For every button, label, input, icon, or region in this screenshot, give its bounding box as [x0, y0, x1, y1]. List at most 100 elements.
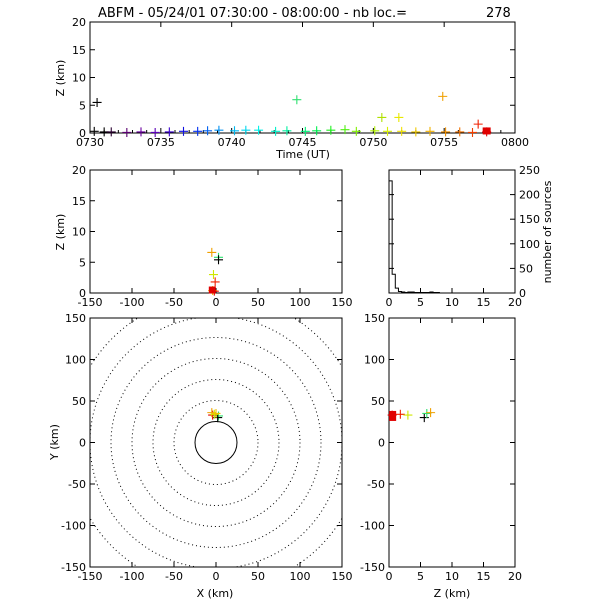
x-tick-label: 0735	[147, 136, 175, 149]
y-tick-label: -150	[61, 561, 86, 574]
x-tick-label: 0	[386, 570, 393, 583]
source-marker	[203, 126, 213, 136]
source-marker	[136, 127, 146, 137]
source-marker	[411, 127, 421, 137]
x-tick-label: 0755	[430, 136, 458, 149]
y-tick-label: 200	[519, 189, 540, 202]
x-tick-label: 5	[417, 570, 424, 583]
source-marker	[395, 409, 405, 419]
y-tick-label: 150	[65, 312, 86, 325]
x-tick-label: 15	[477, 296, 491, 309]
source-marker	[254, 125, 264, 135]
source-marker	[441, 127, 451, 137]
histogram-line	[388, 180, 515, 294]
source-marker	[425, 126, 435, 136]
source-marker	[214, 125, 224, 135]
x-tick-label: -150	[78, 296, 103, 309]
source-marker	[282, 126, 292, 136]
source-marker	[193, 126, 203, 136]
plot-frame	[89, 21, 516, 134]
source-marker	[214, 255, 224, 265]
x-z-panel: 0 5 10 15 20 -150 -100 -50 0 50 100 150 Z (km)	[54, 164, 353, 309]
source-marker	[207, 247, 217, 257]
source-marker	[164, 127, 174, 137]
source-marker	[397, 126, 407, 136]
x-tick-label: 0800	[501, 136, 529, 149]
y-tick-label: 0	[378, 437, 385, 450]
y-tick-label: 0	[519, 287, 526, 300]
range-ring	[90, 318, 342, 567]
x-tick-label: 0745	[289, 136, 317, 149]
histogram-panel: 0 50 100 150 200 250 0 5 10 15 20 number of sources	[386, 164, 555, 309]
y-tick-label: -50	[68, 478, 86, 491]
x-tick-label: -100	[120, 296, 145, 309]
x-tick-label: 50	[251, 296, 265, 309]
source-marker	[210, 277, 220, 287]
y-tick-label: 5	[79, 99, 86, 112]
x-axis-title: Z (km)	[434, 587, 471, 600]
time-z-panel: 0 5 10 15 20 0730 0735 0740 0745 0750 0755 0800 Time…	[54, 16, 529, 161]
source-marker	[340, 125, 350, 135]
source-marker	[150, 127, 160, 137]
x-tick-label: 50	[251, 570, 265, 583]
source-marker	[241, 125, 251, 135]
source-marker	[292, 95, 302, 105]
x-tick-label: 150	[332, 570, 353, 583]
source-marker	[351, 126, 361, 136]
x-tick-label: 0	[386, 296, 393, 309]
source-marker	[122, 127, 132, 137]
y-tick-label: 100	[519, 238, 540, 251]
source-block-marker	[389, 410, 397, 421]
x-tick-label: 0750	[359, 136, 387, 149]
range-ring	[131, 358, 301, 527]
y-tick-label: 250	[519, 164, 540, 177]
x-tick-label: -150	[78, 570, 103, 583]
source-marker	[209, 409, 219, 419]
x-axis-title: Time (UT)	[275, 148, 330, 161]
source-block-marker	[208, 286, 216, 294]
y-tick-label: 15	[72, 44, 86, 57]
source-marker	[208, 270, 218, 280]
y-tick-label: 15	[72, 195, 86, 208]
source-marker	[179, 126, 188, 136]
range-ring	[152, 379, 280, 506]
source-marker	[211, 408, 221, 418]
y-tick-label: 20	[72, 164, 86, 177]
plot-frame	[89, 317, 343, 568]
x-tick-label: 10	[445, 570, 459, 583]
y-tick-label: 0	[79, 287, 86, 300]
z-y-panel: -150 -100 -50 0 50 100 150 0 5 10 15 20 Z (km)	[360, 312, 522, 600]
x-tick-label: 15	[477, 570, 491, 583]
range-ring	[173, 400, 259, 485]
plot-frame	[388, 169, 516, 294]
source-marker	[92, 97, 102, 107]
y-tick-label: 50	[519, 262, 533, 275]
figure-count: 278	[486, 6, 511, 21]
source-marker	[300, 126, 310, 136]
y-tick-label: 10	[72, 226, 86, 239]
y-tick-label: -150	[360, 561, 385, 574]
source-marker	[326, 125, 336, 135]
x-tick-label: 100	[290, 570, 311, 583]
source-marker	[403, 410, 413, 420]
source-marker	[426, 408, 436, 418]
y-tick-label: 150	[519, 213, 540, 226]
x-y-panel: -150 -100 -50 0 50 100 150 -150 -100 -50 0 50 100 150…	[48, 312, 353, 600]
y-tick-label: 100	[364, 354, 385, 367]
y-tick-label: -100	[61, 520, 86, 533]
source-marker	[468, 127, 477, 137]
x-tick-label: 10	[445, 296, 459, 309]
source-marker	[455, 127, 465, 137]
x-tick-label: -50	[165, 570, 183, 583]
source-marker	[370, 126, 380, 136]
y-tick-label: -50	[367, 478, 385, 491]
y-tick-label: 150	[364, 312, 385, 325]
figure-title: ABFM - 05/24/01 07:30:00 - 08:00:00 - nb…	[98, 6, 407, 21]
x-tick-label: 0730	[76, 136, 104, 149]
range-ring	[90, 318, 342, 567]
y-axis-title: Z (km)	[54, 214, 67, 251]
x-tick-label: 5	[417, 296, 424, 309]
x-axis-title: X (km)	[197, 587, 234, 600]
y-tick-label: 100	[65, 354, 86, 367]
x-tick-label: 20	[508, 296, 522, 309]
